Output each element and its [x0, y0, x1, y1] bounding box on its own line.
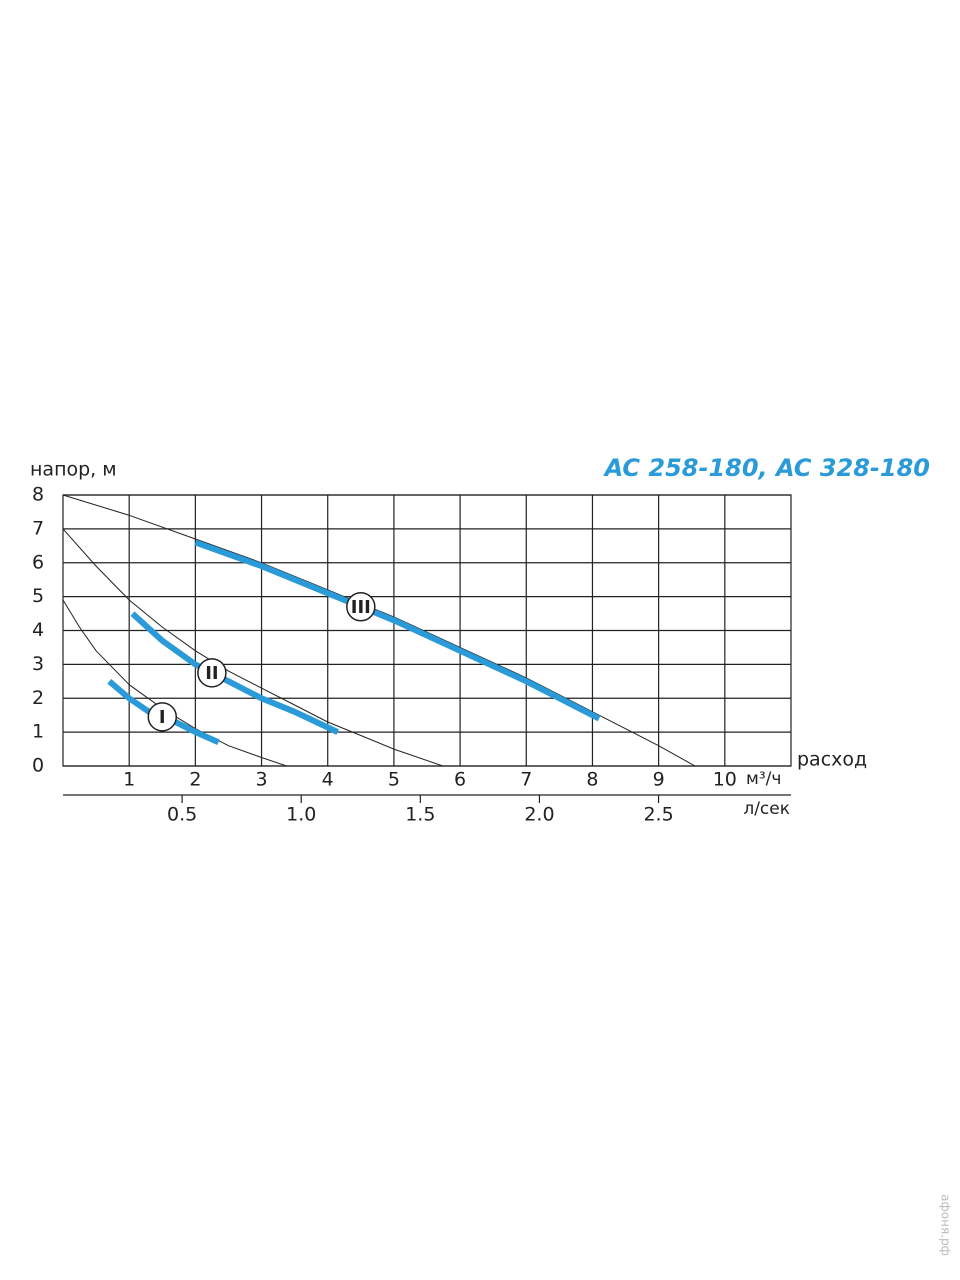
operating-curve: [194, 539, 601, 722]
x-axis-label: расход: [797, 749, 867, 771]
watermark: афоня.рф: [939, 1194, 953, 1256]
x-tick-label: 9: [653, 769, 665, 791]
operating-curve: [130, 611, 339, 735]
curve-label-circle: [346, 592, 376, 622]
x-tick-label: 6: [454, 769, 466, 791]
y-tick-label: 1: [32, 721, 44, 743]
y-tick-label: 3: [32, 653, 44, 675]
max-curve: [62, 494, 696, 767]
curve-label: I: [159, 707, 166, 728]
x2-tick-label: 2.0: [524, 804, 554, 826]
x-tick-label: 10: [713, 769, 737, 791]
y-tick-label: 6: [32, 551, 44, 573]
x-axis-unit: м³/ч: [746, 769, 781, 789]
y-tick-label: 2: [32, 687, 44, 709]
x-tick-label: 3: [255, 769, 267, 791]
x-tick-label: 2: [189, 769, 201, 791]
y-tick-label: 8: [32, 484, 44, 506]
x2-tick-label: 2.5: [643, 804, 673, 826]
y-tick-label: 7: [32, 517, 44, 539]
x-tick-label: 8: [586, 769, 598, 791]
x2-tick-label: 1.0: [286, 804, 316, 826]
x-tick-label: 5: [388, 769, 400, 791]
curve-label-circle: [197, 658, 227, 688]
y-tick-label: 4: [32, 619, 44, 641]
y-axis-label: напор, м: [30, 459, 117, 481]
curve-label: III: [351, 597, 371, 618]
curve-label: II: [205, 663, 218, 684]
x2-axis-label: л/сек: [743, 799, 790, 819]
max-curve: [62, 599, 287, 767]
y-tick-label: 0: [32, 755, 44, 777]
x2-tick-label: 1.5: [405, 804, 435, 826]
curve-label-circle: [147, 702, 178, 732]
x-tick-label: 1: [123, 769, 135, 791]
x-tick-label: 7: [520, 769, 532, 791]
chart-title: AC 258-180, AC 328-180: [603, 454, 930, 482]
x-tick-label: 4: [322, 769, 334, 791]
y-tick-label: 5: [32, 585, 44, 607]
max-curve: [62, 528, 444, 767]
x2-tick-label: 0.5: [167, 804, 197, 826]
